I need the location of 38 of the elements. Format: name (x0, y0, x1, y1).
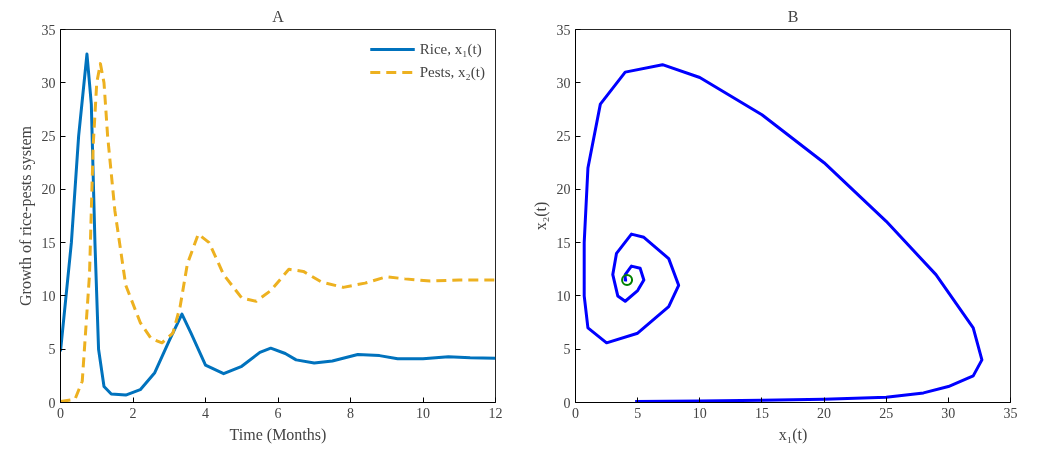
y-tick-label: 20 (41, 182, 56, 198)
x-tick-label: 25 (879, 405, 894, 421)
x-tick-label: 6 (274, 405, 282, 421)
y-tick-label: 35 (556, 22, 571, 38)
chart-title: B (787, 7, 799, 25)
y-tick-label: 25 (556, 129, 571, 145)
y-tick-label: 20 (556, 182, 571, 198)
x-tick-label: 2 (129, 405, 137, 421)
y-tick-label: 10 (41, 288, 56, 304)
y-tick-label: 35 (41, 22, 56, 38)
x-tick-label: 20 (817, 405, 832, 421)
x-tick-label: 10 (416, 405, 430, 421)
y-tick-label: 25 (41, 129, 56, 145)
x-tick-label: 5 (634, 405, 642, 421)
y-tick-label: 30 (556, 75, 571, 91)
y-tick-label: 15 (41, 235, 56, 251)
y-tick-label: 5 (48, 342, 56, 358)
x-tick-label: 8 (347, 405, 354, 421)
x-tick-label: 15 (754, 405, 769, 421)
y-tick-label: 0 (563, 395, 571, 411)
y-tick-label: 30 (41, 75, 56, 91)
x-tick-label: 35 (1003, 405, 1018, 421)
legend-label: Rice, x₁(t) (419, 40, 482, 58)
x-tick-label: 10 (692, 405, 707, 421)
y-tick-label: 10 (556, 288, 571, 304)
y-tick-label: 0 (48, 395, 56, 411)
chart-title: A (272, 7, 285, 25)
x-tick-label: 30 (941, 405, 956, 421)
x-axis-title: Time (Months) (229, 425, 327, 444)
y-axis-title: x₂(t) (531, 201, 550, 231)
x-tick-label: 12 (488, 405, 503, 421)
x-axis-title: x₁(t) (778, 425, 808, 444)
x-tick-label: 4 (202, 405, 209, 421)
y-tick-label: 5 (563, 342, 571, 358)
y-tick-label: 15 (556, 235, 571, 251)
line-series (582, 63, 984, 403)
y-axis-title: Growth of rice-pests system (16, 125, 35, 306)
legend-label: Pests, x₂(t) (419, 63, 485, 81)
